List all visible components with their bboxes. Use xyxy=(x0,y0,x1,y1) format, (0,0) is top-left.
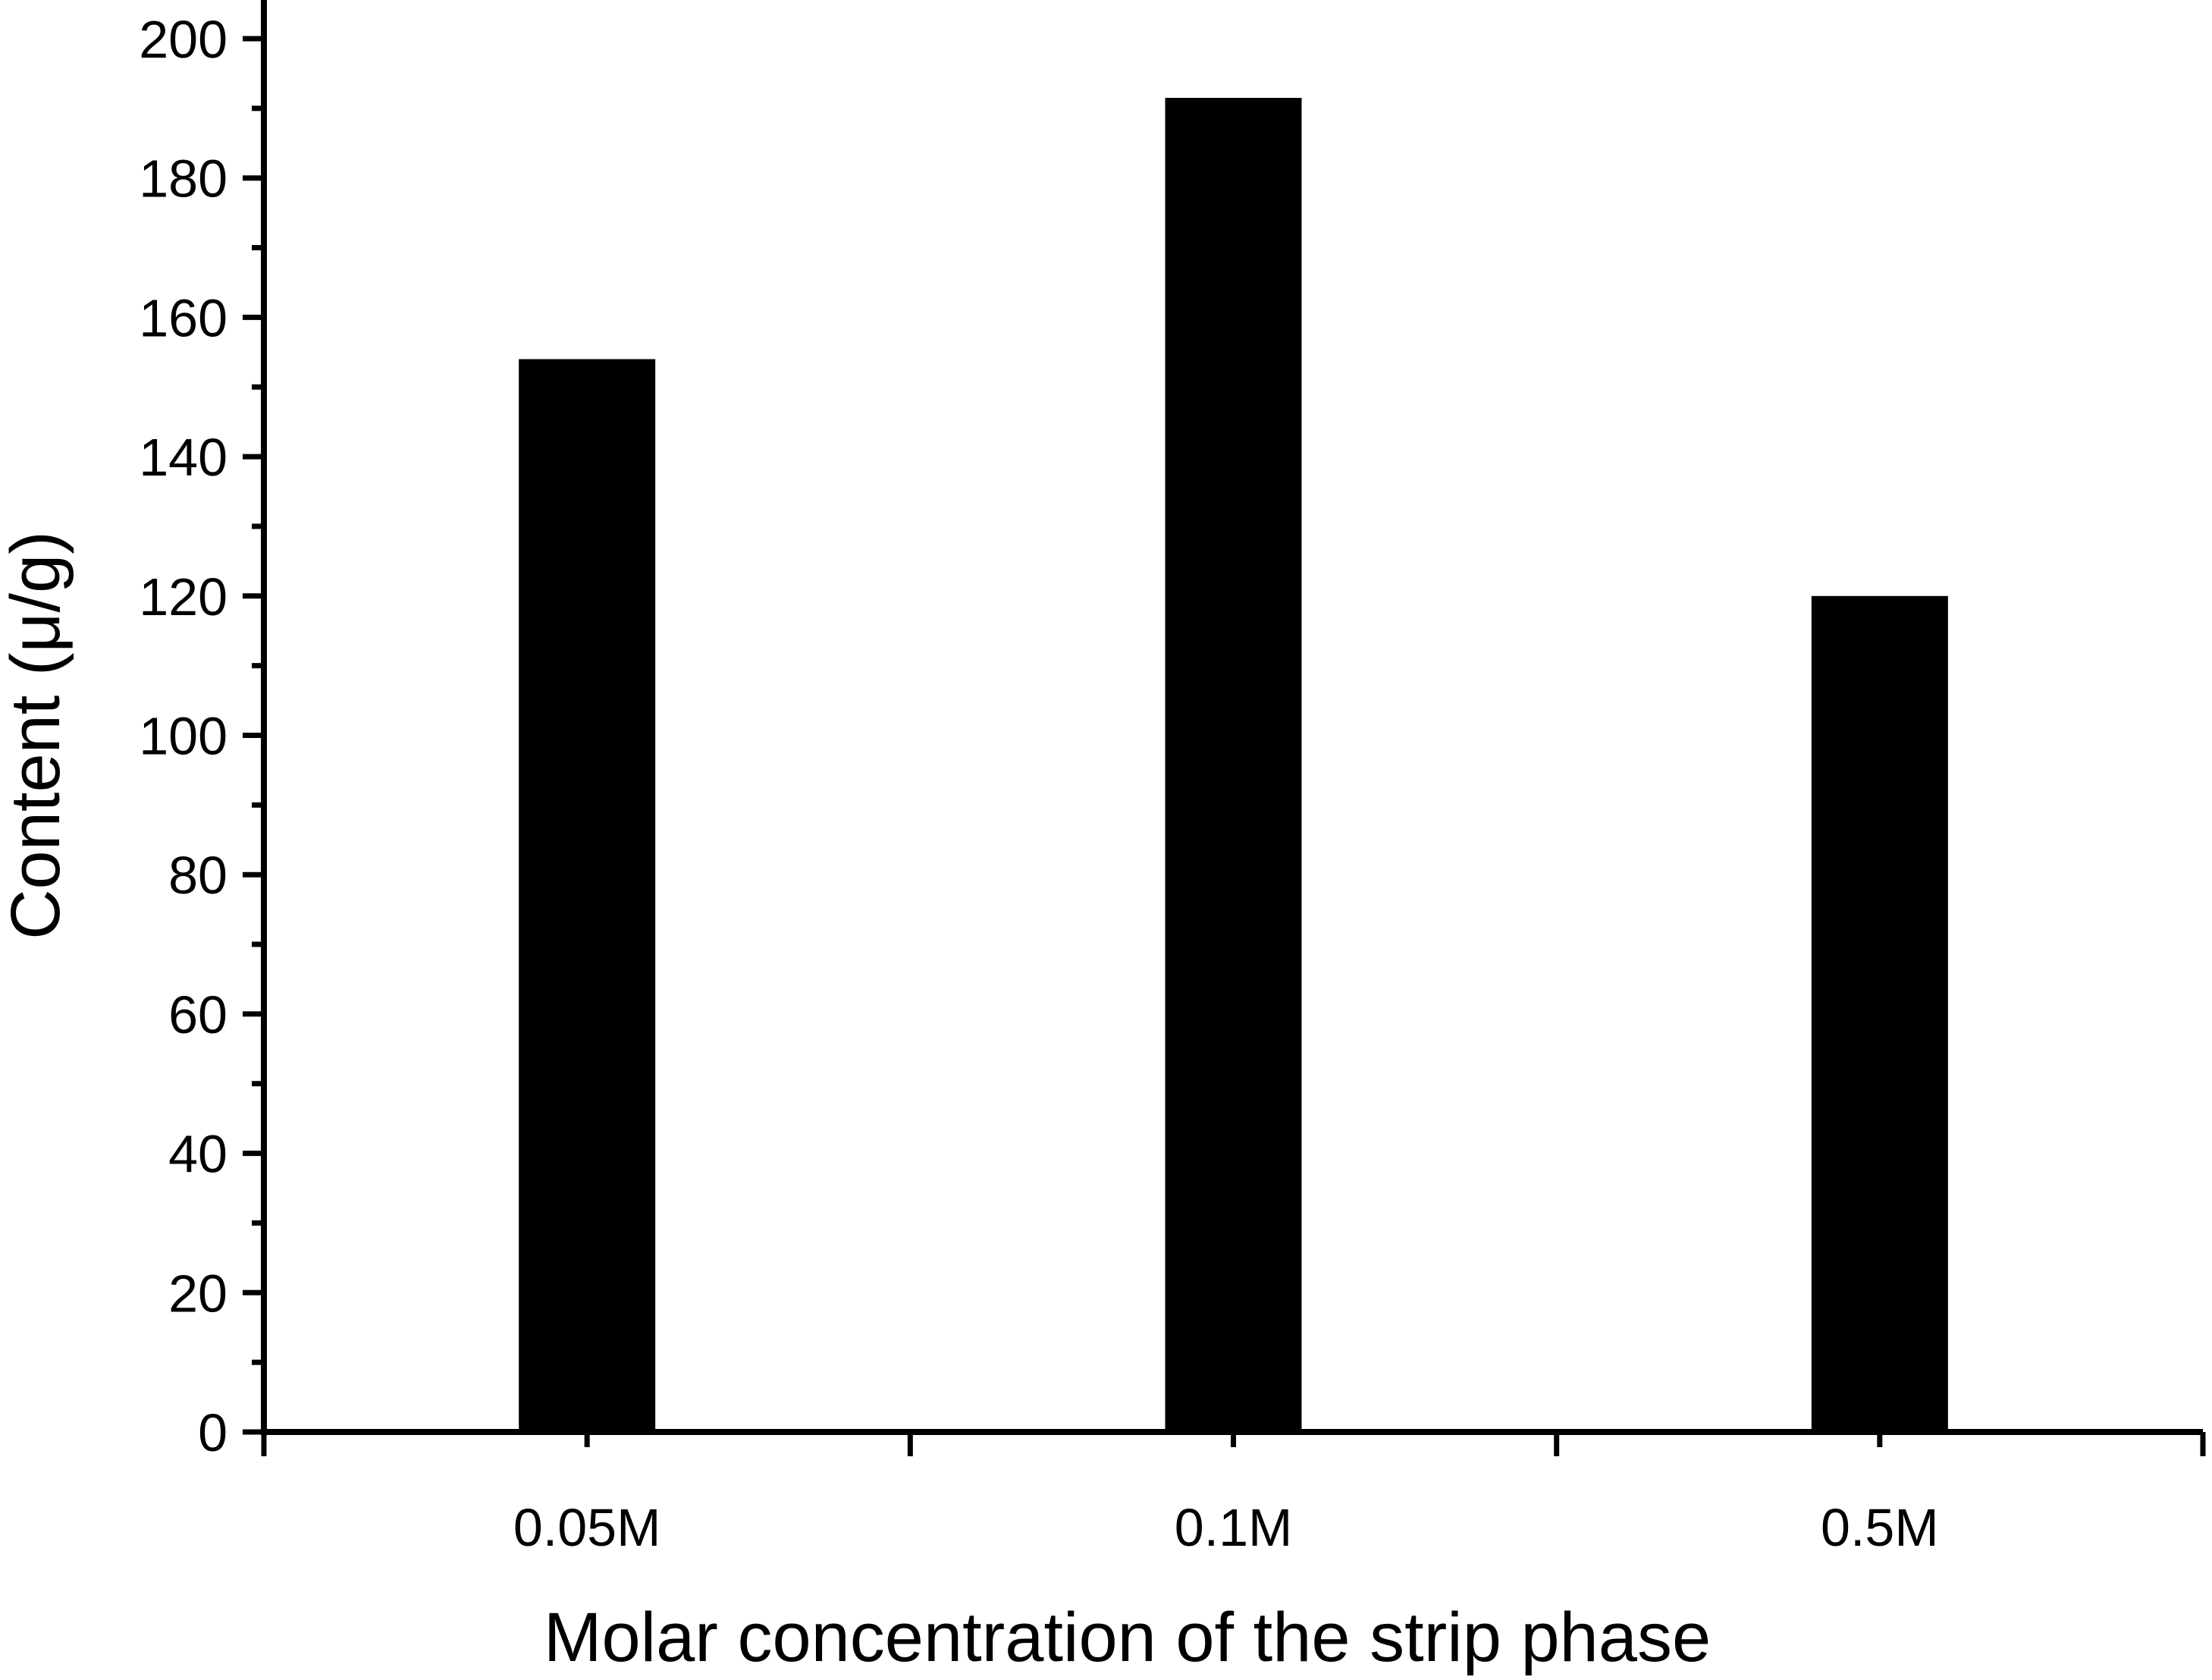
bar xyxy=(1165,98,1302,1432)
x-tick-label: 0.5M xyxy=(1821,1498,1939,1557)
y-tick-label: 160 xyxy=(139,288,227,347)
x-axis-title: Molar concentration of the strip phase xyxy=(544,1599,1711,1676)
bar xyxy=(519,359,656,1432)
y-tick-label: 80 xyxy=(168,846,227,905)
y-tick-label: 120 xyxy=(139,567,227,626)
y-axis-title: Content (μ/g) xyxy=(0,531,74,940)
x-tick-label: 0.1M xyxy=(1175,1498,1293,1557)
y-tick-label: 60 xyxy=(168,985,227,1044)
y-tick-label: 180 xyxy=(139,149,227,209)
y-tick-label: 0 xyxy=(198,1403,227,1462)
y-tick-label: 100 xyxy=(139,707,227,766)
bars-group: 0.05M 0.1M 0.5M xyxy=(513,98,1948,1557)
x-axis-ticks xyxy=(261,1432,2206,1456)
x-tick-label: 0.05M xyxy=(513,1498,661,1557)
bar xyxy=(1811,595,1948,1432)
y-tick-label: 140 xyxy=(139,428,227,487)
y-tick-label: 40 xyxy=(168,1125,227,1184)
y-tick-label: 200 xyxy=(139,10,227,69)
y-tick-label: 20 xyxy=(168,1264,227,1323)
y-axis-ticks: 0 20 40 60 80 100 120 140 160 180 200 xyxy=(139,10,264,1462)
